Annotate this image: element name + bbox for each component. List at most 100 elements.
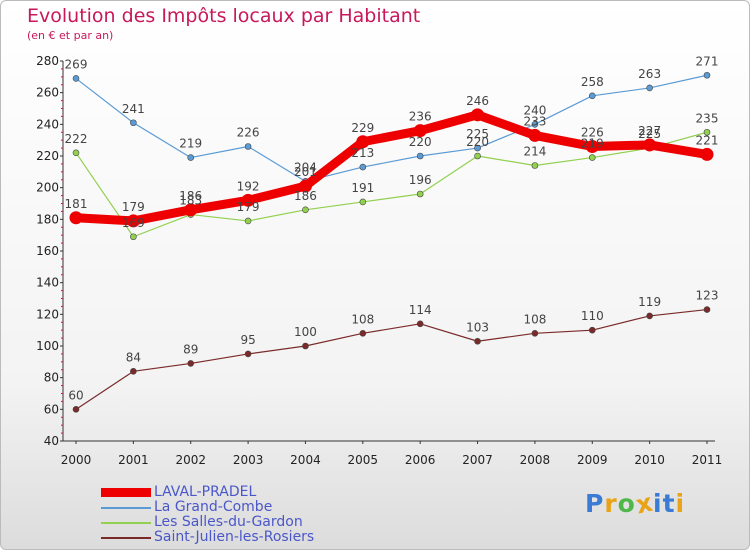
legend: LAVAL-PRADEL La Grand-Combe Les Salles-du-… [101,485,314,545]
data-point [646,312,653,320]
data-point [69,211,83,225]
data-label: 181 [65,197,88,211]
logo-letter: P [585,489,605,518]
y-tick-label: 120 [36,307,59,321]
legend-item: La Grand-Combe [101,500,314,515]
data-label: 226 [237,126,260,140]
data-label: 214 [523,145,546,159]
data-label: 219 [581,137,604,151]
data-label: 222 [65,132,88,146]
data-label: 226 [581,126,604,140]
data-point [184,203,198,217]
data-label: 271 [696,54,719,68]
data-point [244,350,252,358]
data-label: 192 [237,179,260,193]
data-label: 95 [240,333,255,347]
data-point [474,337,481,345]
x-tick-label: 2008 [520,453,551,467]
x-tick-label: 2010 [634,453,665,467]
data-label: 60 [68,388,83,402]
y-tick-label: 220 [36,149,59,163]
data-point [244,217,252,225]
data-point [531,121,539,128]
data-label: 241 [122,102,145,116]
y-tick-label: 100 [36,339,59,353]
x-tick-label: 2003 [233,453,264,467]
data-point [588,326,596,334]
data-point [416,320,424,328]
data-label: 269 [65,57,88,71]
data-label: 235 [696,111,719,125]
data-point [474,144,481,152]
data-point [126,214,140,228]
data-point [471,108,485,122]
logo-letter: o [617,489,636,518]
data-label: 225 [638,127,661,141]
data-label: 240 [523,103,546,117]
data-label: 220 [466,135,489,149]
data-point [72,75,80,82]
logo-letter: i [675,489,686,518]
data-point [643,138,657,152]
legend-label: Saint-Julien-les-Rosiers [154,529,315,545]
data-label: 191 [351,181,374,195]
data-label: 183 [179,194,202,208]
y-tick-label: 280 [36,54,59,68]
data-point [528,128,542,142]
data-label: 123 [696,289,719,303]
y-tick-label: 240 [36,117,59,131]
data-label: 108 [523,312,546,326]
data-label: 220 [409,135,432,149]
data-label: 225 [466,127,489,141]
x-tick-label: 2004 [290,453,321,467]
data-point [130,233,137,241]
data-point [531,330,539,337]
data-point [72,406,80,413]
legend-swatch [101,521,151,524]
legend-label: Les Salles-du-Gardon [154,514,303,530]
data-label: 84 [126,350,141,364]
data-point [703,306,711,313]
data-point [298,179,312,193]
y-tick-label: 40 [44,434,59,448]
data-label: 110 [581,309,604,323]
chart-subtitle: (en € et par an) [27,29,114,42]
logo-letter: i [653,489,663,518]
data-label: 179 [237,200,260,214]
data-label: 236 [409,110,432,124]
legend-label: LAVAL-PRADEL [154,484,257,500]
data-label: 233 [523,114,546,128]
legend-swatch [101,488,151,497]
data-label: 100 [294,325,317,339]
x-tick-label: 2005 [348,453,379,467]
logo-letter: t [662,489,676,518]
logo-letter: r [604,489,618,518]
x-tick-label: 2002 [175,453,206,467]
data-point [646,84,653,92]
data-point [187,154,195,161]
series-line [75,74,708,182]
legend-swatch [101,506,151,509]
data-point [241,193,255,207]
data-label: 196 [409,173,432,187]
data-label: 89 [183,342,198,356]
data-point [359,163,367,171]
x-tick-label: 2006 [405,453,436,467]
data-point [130,119,137,127]
data-point [700,147,714,161]
y-tick-label: 260 [36,86,59,100]
data-point [703,71,711,79]
chart-title: Evolution des Impôts locaux par Habitant [27,5,421,27]
legend-item: LAVAL-PRADEL [101,485,314,500]
data-label: 229 [351,121,374,135]
y-tick-label: 60 [44,402,59,416]
series-line [75,308,708,410]
legend-item: Saint-Julien-les-Rosiers [101,530,314,545]
y-tick-label: 80 [44,371,59,385]
data-point [416,190,424,198]
legend-swatch [101,536,151,539]
data-label: 201 [294,165,317,179]
data-label: 263 [638,67,661,81]
data-point [359,330,367,337]
